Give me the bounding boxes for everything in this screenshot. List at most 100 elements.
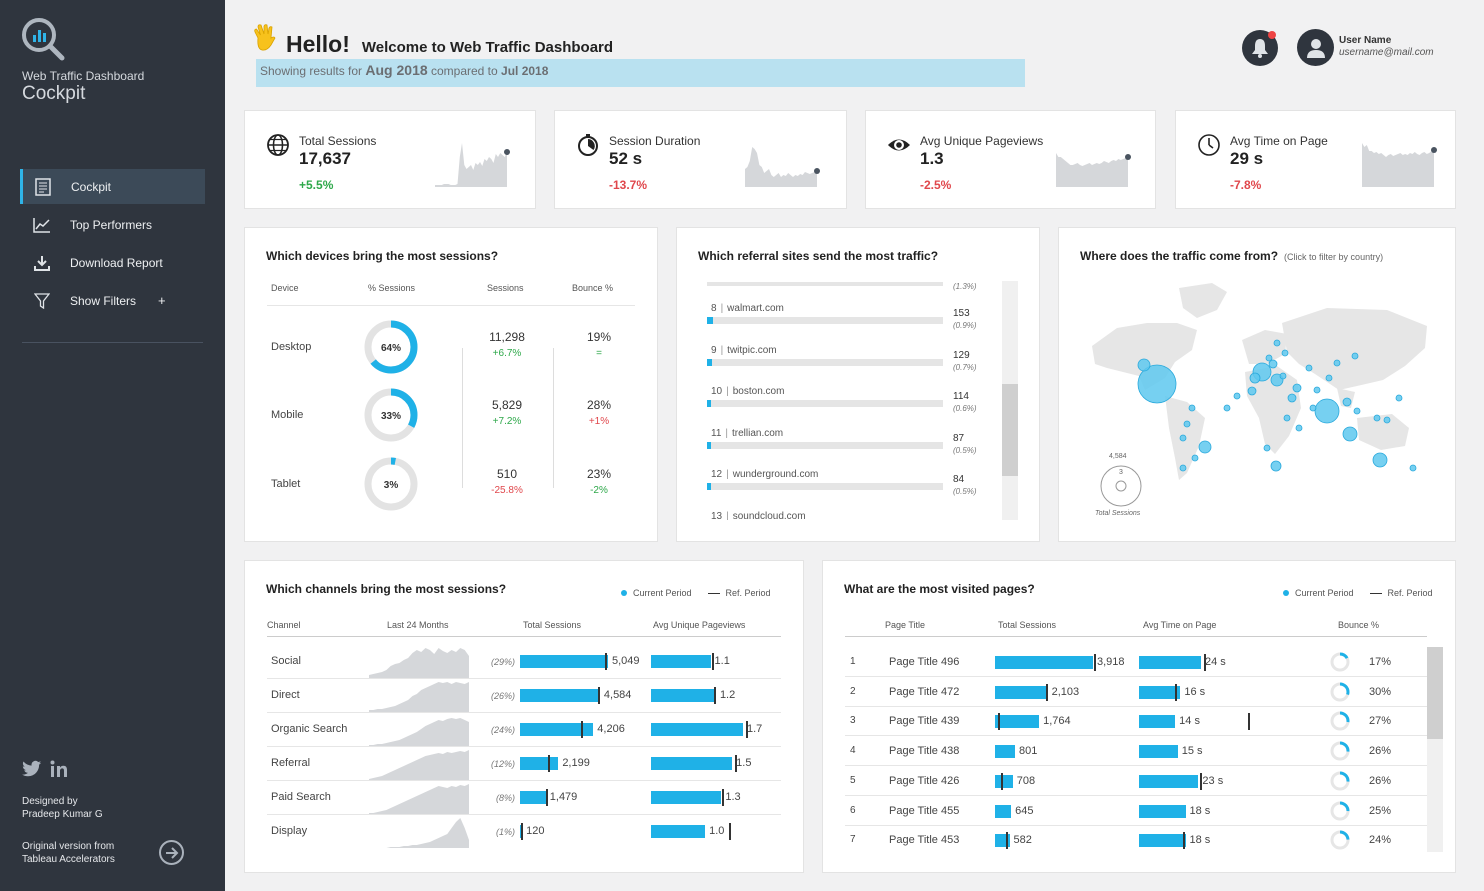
land-shape: [1282, 308, 1427, 390]
download-icon: [32, 253, 52, 273]
size-legend-label: Total Sessions: [1095, 510, 1141, 517]
list-item[interactable]: 10 | boston.com 114 (0.6%): [707, 386, 977, 428]
table-row[interactable]: 5 Page Title 426 708 23 s 26%: [823, 766, 1427, 796]
stopwatch-icon: [578, 134, 598, 156]
sidebar-item-label: Cockpit: [71, 179, 112, 194]
kpi-avg-time-on-page[interactable]: Avg Time on Page 29 s -7.8%: [1175, 110, 1456, 209]
plus-icon[interactable]: +: [158, 293, 166, 308]
sidebar-item-top-performers[interactable]: Top Performers: [20, 207, 205, 242]
scrollbar[interactable]: [1427, 647, 1443, 852]
list-item[interactable]: 8 | walmart.com 153 (0.9%): [707, 303, 977, 345]
kpi-total-sessions[interactable]: Total Sessions 17,637 +5.5%: [244, 110, 536, 209]
app-title: Cockpit: [22, 83, 86, 104]
table-row[interactable]: Mobile 33% 5,829 +7.2% 28% +1%: [245, 386, 657, 446]
sessions-bar: [520, 757, 559, 770]
kpi-value: 1.3: [920, 149, 944, 168]
credit-name: Pradeep Kumar G: [22, 809, 103, 820]
sessions-ref-marker: [1093, 654, 1096, 671]
table-row[interactable]: 2 Page Title 472 2,103 16 s 30%: [823, 677, 1427, 707]
table-row[interactable]: 7 Page Title 453 582 18 s 24%: [823, 825, 1423, 855]
twitter-icon[interactable]: [22, 760, 42, 778]
sessions-value: 4,206: [597, 723, 625, 735]
size-legend: [1100, 465, 1142, 507]
country-bubble: [1333, 359, 1341, 367]
table-row[interactable]: Social (29%) 5,049 1.1: [245, 645, 803, 679]
filter-icon: [32, 291, 52, 311]
referral-share: (1.3%): [953, 282, 977, 291]
scrollbar-thumb[interactable]: [1002, 384, 1018, 476]
sessions-value: 3,918: [1097, 656, 1125, 668]
table-row[interactable]: Paid Search (8%) 1,479 1.3: [245, 781, 803, 815]
arrow-right-icon[interactable]: [159, 840, 184, 865]
sparkline-area: [369, 682, 469, 712]
list-item[interactable]: 11 | trellian.com 87 (0.5%): [707, 428, 977, 470]
scrollbar[interactable]: [1002, 281, 1018, 520]
referral-share: (0.5%): [953, 487, 977, 496]
scrollbar-thumb[interactable]: [1427, 647, 1443, 739]
referral-rank: 11: [711, 427, 722, 439]
sidebar-item-show-filters[interactable]: Show Filters +: [20, 283, 205, 318]
sessions-bar: [995, 685, 1048, 699]
device-share-donut: 64%: [364, 320, 418, 374]
kpi-value: 52 s: [609, 149, 643, 168]
row-divider: [267, 814, 781, 815]
reference-period: Jul 2018: [501, 64, 549, 78]
page-rank: 4: [850, 745, 856, 757]
page-title: Page Title 426: [889, 774, 960, 787]
kpi-session-duration[interactable]: Session Duration 52 s -13.7%: [554, 110, 847, 209]
kpi-label: Avg Time on Page: [1230, 134, 1328, 148]
table-row[interactable]: 3 Page Title 439 1,764 14 s 27%: [823, 706, 1427, 737]
list-item[interactable]: 12 | wunderground.com 84 (0.5%): [707, 469, 977, 511]
sessions-ref-marker: [1005, 832, 1008, 850]
linkedin-icon[interactable]: [50, 760, 68, 778]
sessions-value: 582: [1013, 834, 1032, 847]
table-row[interactable]: 6 Page Title 455 645 18 s 25%: [823, 796, 1427, 826]
world-map[interactable]: [1087, 268, 1437, 498]
table-row[interactable]: Referral (12%) 2,199 1.5: [245, 747, 803, 781]
sessions-ref-marker: [1046, 683, 1049, 701]
pageviews-bar: [651, 723, 743, 736]
table-row[interactable]: Organic Search (24%) 4,206 1.7: [245, 713, 803, 747]
country-bubble: [1249, 372, 1261, 384]
legend-current: Current Period: [1295, 588, 1354, 598]
table-row[interactable]: Direct (26%) 4,584 1.2: [245, 679, 803, 713]
separator: |: [726, 386, 729, 397]
device-name: Tablet: [271, 478, 301, 490]
pageviews-bar: [651, 757, 733, 770]
page-title: Page Title 472: [889, 685, 960, 698]
pageviews-ref-marker: [721, 789, 724, 806]
column-header: Total Sessions: [998, 620, 1057, 630]
avatar[interactable]: [1297, 29, 1334, 66]
list-item[interactable]: 13 | soundcloud.com: [707, 511, 977, 521]
table-row[interactable]: Display (1%) 120 1.0: [245, 815, 803, 849]
country-bubble: [1179, 464, 1187, 472]
sessions-ref-marker: [597, 687, 600, 704]
column-header: % Sessions: [368, 283, 416, 293]
kpi-avg-unique-pageviews[interactable]: Avg Unique Pageviews 1.3 -2.5%: [865, 110, 1156, 209]
period-prefix: Showing results for: [260, 64, 363, 78]
channel-name: Referral: [271, 757, 311, 769]
table-row[interactable]: 1 Page Title 496 3,918 24 s 17%: [823, 647, 1427, 677]
page-rank: 7: [850, 834, 856, 846]
table-row[interactable]: Desktop 64% 11,298 +6.7% 19% =: [245, 318, 657, 378]
sparkline-area: [369, 818, 469, 848]
list-item[interactable]: 9 | twitpic.com 129 (0.7%): [707, 345, 977, 387]
referral-bar: [707, 358, 712, 366]
table-row[interactable]: Tablet 3% 510 -25.8% 23% -2%: [245, 455, 657, 515]
header-divider: [267, 636, 781, 637]
sidebar-item-cockpit[interactable]: Cockpit: [20, 169, 205, 204]
sessions-value: 1,479: [549, 791, 578, 803]
referral-site: 8 | walmart.com: [711, 303, 784, 314]
pageviews-bar: [651, 825, 706, 838]
country-bubble: [1233, 392, 1241, 400]
row-divider: [267, 712, 781, 713]
sidebar-item-download-report[interactable]: Download Report: [20, 245, 205, 280]
donut-arc: [1330, 711, 1350, 731]
referral-site: 10 | boston.com: [711, 386, 784, 397]
bounce-value: 23%: [586, 467, 612, 481]
table-row[interactable]: 4 Page Title 438 801 15 s 26%: [823, 736, 1427, 767]
time-bar: [1139, 804, 1186, 818]
app-subtitle: Web Traffic Dashboard: [22, 69, 145, 83]
sessions-value: 11,298: [489, 330, 525, 344]
notification-bell-icon[interactable]: [1242, 30, 1278, 66]
